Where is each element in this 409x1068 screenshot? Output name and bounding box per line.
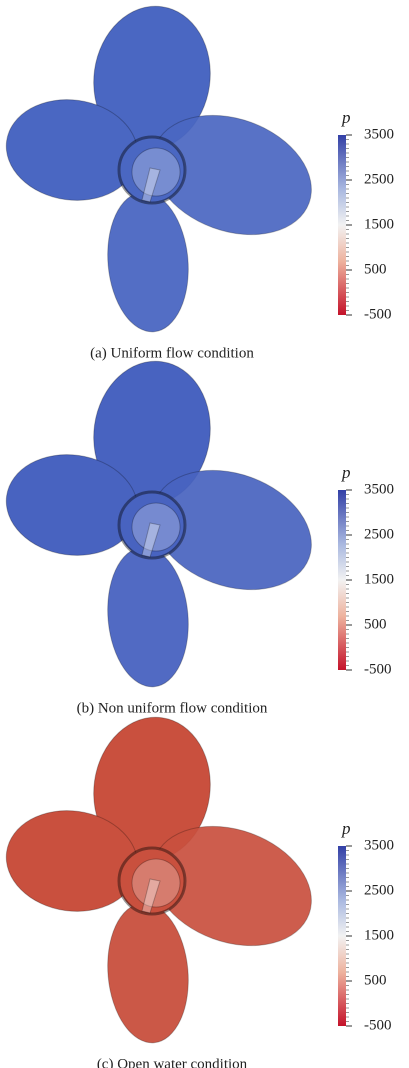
tick-label: 3500	[364, 837, 394, 853]
panel: p 3500 2500 1500 500 -500 (a) Uniform flow con…	[0, 0, 394, 361]
tick-label: 2500	[364, 526, 394, 542]
caption: (a) Uniform flow condition	[90, 345, 254, 361]
blade	[102, 544, 194, 690]
colorbar	[338, 135, 346, 315]
panel: p 3500 2500 1500 500 -500 (b) Non uniform flow…	[0, 354, 394, 717]
colorbar-label: p	[341, 819, 351, 838]
tick-label: -500	[364, 1017, 392, 1033]
propeller	[0, 354, 328, 691]
tick-label: 500	[364, 972, 387, 988]
propeller	[0, 710, 328, 1047]
tick-label: -500	[364, 661, 392, 677]
caption: (b) Non uniform flow condition	[77, 700, 268, 716]
panel: p 3500 2500 1500 500 -500 (c) Open water condi…	[0, 710, 394, 1068]
blade	[102, 189, 194, 335]
tick-label: 1500	[364, 571, 394, 587]
colorbar	[338, 490, 346, 670]
propeller	[0, 0, 328, 335]
tick-label: 3500	[364, 481, 394, 497]
tick-label: 1500	[364, 216, 394, 232]
colorbar	[338, 846, 346, 1026]
tick-label: 500	[364, 616, 387, 632]
tick-label: 2500	[364, 171, 394, 187]
tick-label: 2500	[364, 882, 394, 898]
blade	[102, 900, 194, 1046]
caption: (c) Open water condition	[97, 1056, 248, 1068]
tick-label: 3500	[364, 126, 394, 142]
tick-label: -500	[364, 306, 392, 322]
colorbar-label: p	[341, 108, 351, 127]
tick-label: 500	[364, 261, 387, 277]
colorbar-label: p	[341, 463, 351, 482]
tick-label: 1500	[364, 927, 394, 943]
figure: p 3500 2500 1500 500 -500 (a) Uniform flow con…	[0, 0, 409, 1068]
